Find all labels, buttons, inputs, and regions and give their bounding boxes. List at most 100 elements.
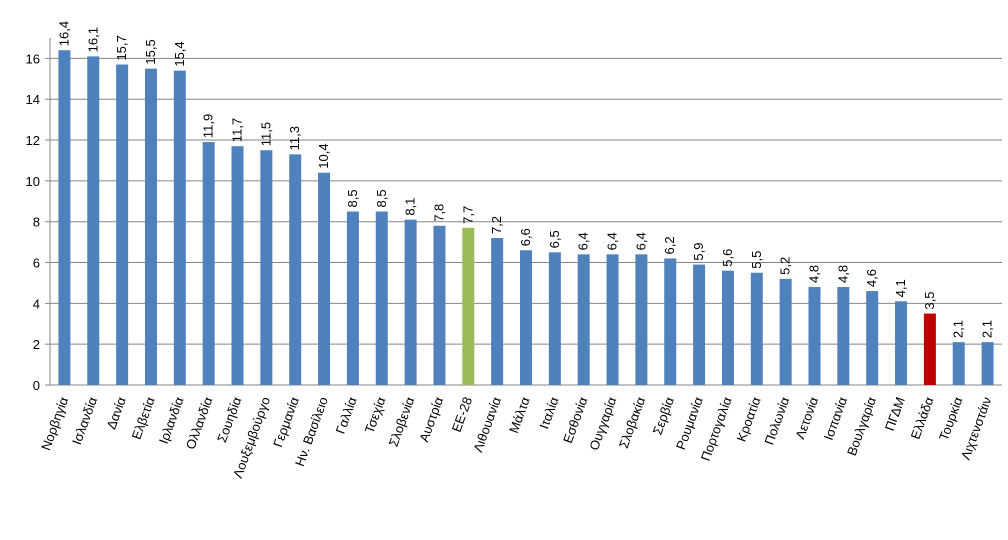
- x-tick-label: Δανία: [104, 394, 130, 431]
- bar: [520, 250, 532, 385]
- y-tick-label: 4: [33, 296, 40, 311]
- bar: [346, 211, 359, 385]
- value-label: 11,9: [201, 114, 216, 138]
- y-tick-label: 12: [26, 133, 40, 148]
- x-tick-label: Ολλανδία: [183, 394, 216, 451]
- x-tick-label: Κροατία: [734, 394, 764, 443]
- bar: [923, 313, 936, 385]
- value-label: 6,4: [633, 232, 648, 250]
- x-tick-label: Σουηδία: [214, 394, 244, 444]
- bar: [577, 254, 590, 385]
- bar: [808, 287, 821, 385]
- value-label: 7,8: [431, 204, 446, 222]
- value-label: 5,2: [778, 257, 793, 275]
- x-tick-label: Σλοβακία: [616, 394, 649, 450]
- x-tick-label: Βουλγαρία: [844, 394, 879, 457]
- value-label: 11,5: [258, 122, 273, 146]
- value-label: 4,1: [893, 279, 908, 297]
- bar: [116, 64, 129, 386]
- value-label: 5,6: [720, 249, 735, 267]
- value-label: 4,6: [864, 269, 879, 287]
- value-label: 8,1: [403, 198, 418, 216]
- bar: [318, 172, 331, 385]
- value-label: 8,5: [374, 189, 389, 207]
- x-tick-label: Ουγγαρία: [586, 394, 619, 452]
- value-label: 16,4: [56, 21, 71, 46]
- value-label: 6,6: [518, 228, 533, 246]
- x-tick-label: ΠΓΔΜ: [882, 395, 908, 433]
- bar: [404, 219, 417, 385]
- bar: [635, 254, 648, 385]
- value-label: 16,1: [85, 27, 100, 52]
- bar: [87, 56, 100, 386]
- bar: [664, 258, 677, 385]
- bar: [837, 287, 850, 385]
- bar: [289, 154, 302, 385]
- y-tick-label: 6: [33, 256, 40, 271]
- bar: [144, 68, 157, 385]
- bar: [866, 291, 879, 385]
- x-tick-label: Λετονία: [792, 394, 821, 441]
- value-label: 7,2: [489, 216, 504, 234]
- x-tick-label: Ιταλία: [536, 394, 562, 431]
- x-tick-label: Ισλανδία: [69, 394, 100, 446]
- y-tick-label: 8: [33, 215, 40, 230]
- value-label: 6,2: [662, 236, 677, 254]
- value-label: 4,8: [806, 265, 821, 283]
- value-label: 5,9: [691, 242, 706, 260]
- value-label: 3,5: [922, 291, 937, 309]
- value-label: 6,5: [547, 230, 562, 248]
- value-label: 15,5: [143, 39, 158, 64]
- bar: [693, 264, 706, 385]
- x-tick-label: Εσθονία: [560, 394, 591, 445]
- bar: [462, 227, 475, 385]
- bar: [202, 142, 215, 385]
- value-label: 6,4: [576, 232, 591, 250]
- x-tick-label: Λιθουανία: [470, 394, 504, 454]
- x-tick-label: Μάλτα: [506, 394, 533, 435]
- x-tick-label: Γερμανία: [270, 394, 302, 449]
- x-tick-label: Τσεχία: [362, 394, 389, 435]
- y-tick-label: 2: [33, 337, 40, 352]
- bar: [58, 50, 71, 385]
- x-tick-label: Ισπανία: [821, 394, 851, 442]
- x-tick-label: Ιρλανδία: [156, 394, 187, 445]
- value-label: 8,5: [345, 189, 360, 207]
- bar: [895, 301, 908, 385]
- value-label: 10,4: [316, 143, 331, 168]
- y-tick-label: 0: [33, 378, 40, 393]
- value-label: 5,5: [749, 251, 764, 269]
- bar: [981, 342, 994, 385]
- bar: [375, 211, 388, 385]
- value-label: 4,8: [835, 265, 850, 283]
- value-label: 6,4: [605, 232, 620, 250]
- x-tick-label: Σερβία: [650, 394, 678, 436]
- y-tick-label: 10: [26, 174, 40, 189]
- value-label: 11,7: [230, 118, 245, 142]
- bar: [260, 150, 273, 385]
- bar: [231, 146, 244, 385]
- y-tick-label: 16: [26, 51, 40, 66]
- bar: [173, 70, 186, 386]
- value-label: 15,7: [114, 35, 129, 60]
- x-tick-label: Νορβηγία: [38, 394, 71, 452]
- value-label: 2,1: [980, 320, 995, 338]
- value-label: 2,1: [951, 320, 966, 338]
- value-label: 15,4: [172, 41, 187, 66]
- x-tick-label: Αυστρία: [416, 394, 446, 444]
- bar: [952, 342, 965, 385]
- x-tick-label: Ελλάδα: [908, 394, 937, 441]
- x-tick-label: Ελβετία: [129, 394, 158, 441]
- x-tick-label: Τουρκία: [936, 394, 966, 442]
- value-label: 7,7: [460, 206, 475, 224]
- bar: [491, 238, 504, 385]
- bar: [548, 252, 561, 385]
- bar: [779, 278, 792, 385]
- x-tick-label: Ρουμανία: [673, 394, 706, 451]
- bar: [721, 270, 734, 385]
- bar: [433, 225, 446, 385]
- value-label: 11,3: [287, 126, 302, 150]
- x-tick-label: Γαλλία: [333, 394, 360, 435]
- x-tick-label: ΕΕ-28: [449, 395, 475, 434]
